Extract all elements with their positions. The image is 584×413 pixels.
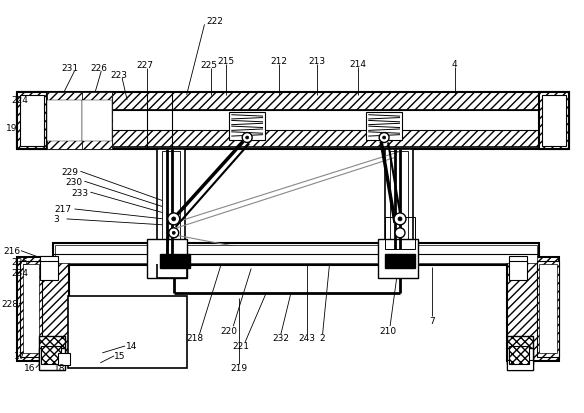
Bar [40,256,58,266]
Text: 218: 218 [186,334,203,343]
Text: 220: 220 [221,326,238,335]
Bar [507,360,533,370]
Bar [542,96,566,147]
Bar [40,261,58,281]
Bar [17,93,47,150]
Text: 215: 215 [218,57,235,65]
Bar [68,297,187,368]
Circle shape [172,232,175,235]
Text: 7: 7 [429,316,434,325]
Circle shape [383,137,385,140]
Circle shape [169,228,179,238]
Bar [378,239,418,279]
Text: 226: 226 [91,64,108,72]
Bar [20,261,41,357]
Bar [17,257,68,361]
Text: 2: 2 [320,334,325,343]
Text: 212: 212 [270,57,287,65]
Bar [160,254,190,268]
Bar [82,93,112,150]
Bar [537,261,559,357]
Bar [55,245,537,263]
Text: 216: 216 [4,247,20,256]
Text: 19: 19 [6,124,18,133]
Text: 223: 223 [110,70,128,79]
Bar [509,261,527,281]
Bar [157,150,185,264]
Text: 4: 4 [452,59,457,69]
Bar [230,112,265,140]
Bar [47,93,82,150]
Text: 221: 221 [232,342,250,351]
Bar [47,130,541,148]
Text: 234: 234 [12,268,29,277]
Bar [539,264,557,353]
Text: 222: 222 [206,17,223,26]
Bar [39,348,65,370]
Bar [82,101,112,142]
Text: 233: 233 [71,188,88,197]
Bar [366,112,402,140]
Bar [23,264,39,353]
Bar [385,217,415,249]
Bar [47,93,541,110]
Bar [390,152,408,247]
Text: 224: 224 [12,96,29,105]
Bar [147,239,187,279]
Bar [162,152,180,262]
Text: 225: 225 [200,60,217,69]
Text: 231: 231 [61,64,78,72]
Text: 232: 232 [272,334,290,343]
Bar [39,336,65,364]
Text: 16: 16 [24,363,36,373]
Bar [507,336,533,364]
Text: 214: 214 [350,59,367,69]
Text: 227: 227 [137,60,154,69]
Text: 217: 217 [54,205,71,214]
Circle shape [379,133,389,143]
Circle shape [394,214,406,225]
Bar [20,96,44,147]
Circle shape [168,214,180,225]
Bar [41,346,61,364]
Bar [507,348,533,370]
Bar [47,101,82,142]
Bar [47,110,541,130]
Bar [509,256,527,266]
Text: 219: 219 [231,363,248,373]
Text: 15: 15 [114,351,126,361]
Text: 230: 230 [65,177,82,186]
Bar [539,93,569,150]
Text: 14: 14 [126,342,138,351]
Bar [509,346,529,364]
Bar [39,360,65,370]
Text: 3: 3 [54,215,60,224]
Circle shape [242,133,252,143]
Circle shape [395,228,405,238]
Text: 228: 228 [2,299,19,308]
Text: 210: 210 [380,326,397,335]
Bar [53,243,539,265]
Text: 213: 213 [308,57,325,65]
Bar [507,257,559,361]
Text: 243: 243 [298,334,315,343]
Circle shape [172,217,176,221]
Text: 17: 17 [14,351,26,361]
Text: 229: 229 [61,167,78,176]
Text: 235: 235 [11,257,29,266]
Bar [385,254,415,268]
Circle shape [398,217,402,221]
Circle shape [246,137,249,140]
Bar [385,150,413,249]
Text: 18: 18 [54,363,65,373]
Bar [58,353,69,365]
